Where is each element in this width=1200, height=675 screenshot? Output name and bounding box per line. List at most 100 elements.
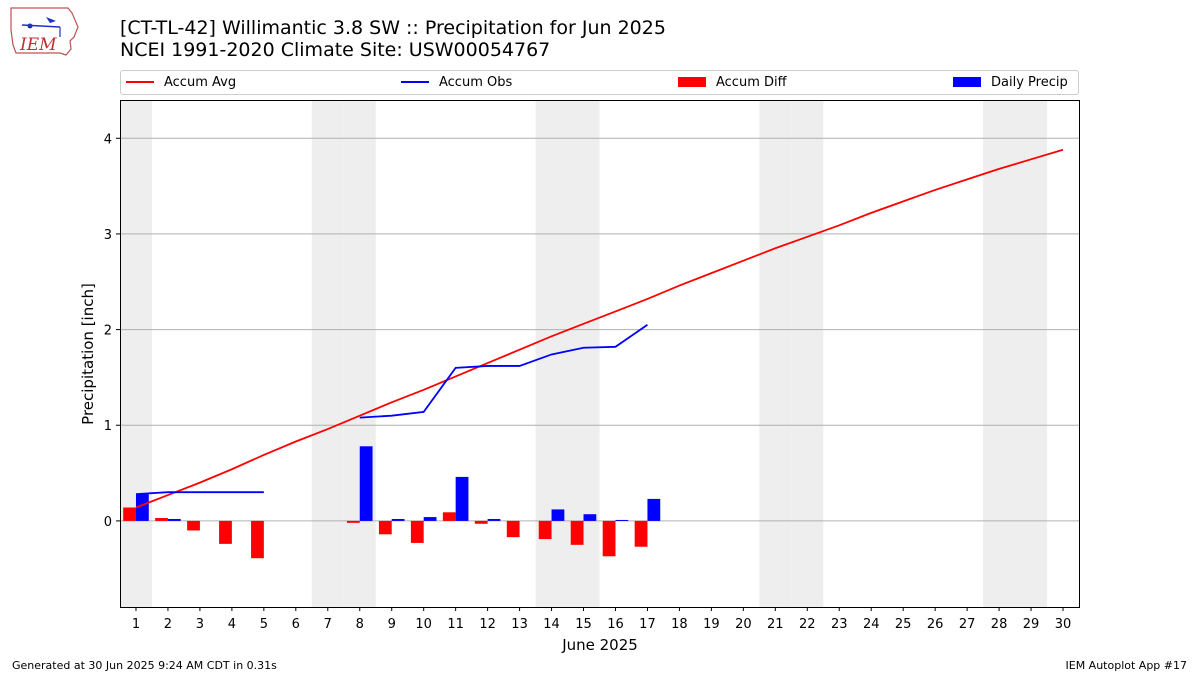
chart-subtitle: NCEI 1991-2020 Climate Site: USW00054767 — [120, 39, 551, 61]
accum-diff-bar-8 — [346, 520, 360, 523]
bars — [123, 446, 661, 559]
weekend-shading — [120, 100, 1048, 607]
daily-precip-bar-8 — [359, 446, 373, 521]
chart-legend: Accum Avg Accum Obs Accum Diff Daily Pre… — [120, 70, 1079, 95]
legend-label: Accum Obs — [439, 75, 513, 90]
x-tick-label: 25 — [895, 617, 912, 632]
x-tick-label: 30 — [1055, 617, 1072, 632]
weekend-shade-day-14 — [535, 100, 568, 607]
x-tick-label: 3 — [196, 617, 204, 632]
y-tick-label: 0 — [104, 515, 112, 530]
accum-obs-line-segment-0 — [135, 491, 264, 496]
x-tick-label: 19 — [703, 617, 720, 632]
daily-precip-bar-15 — [583, 514, 597, 521]
accum-diff-bar-5 — [251, 520, 264, 559]
daily-precip-bar-12 — [487, 518, 501, 521]
daily-precip-bar-1 — [135, 494, 149, 521]
weekend-shade-day-8 — [343, 100, 376, 607]
y-tick-label: 3 — [104, 228, 112, 243]
weekend-shade-day-22 — [791, 100, 824, 607]
accum-diff-bar-15 — [570, 520, 584, 545]
daily-precip-bar-11 — [455, 476, 469, 521]
daily-precip-bar-17 — [647, 498, 661, 521]
accum-diff-bar-16 — [602, 520, 616, 557]
iem-logo: IEM — [10, 7, 79, 56]
accum-diff-bar-4 — [219, 520, 232, 544]
y-tick-label: 1 — [104, 419, 112, 434]
x-tick-label: 26 — [927, 617, 944, 632]
x-tick-label: 8 — [356, 617, 364, 632]
x-tick-label: 23 — [831, 617, 848, 632]
accum-diff-bar-13 — [506, 520, 520, 538]
legend-label: Accum Diff — [716, 75, 787, 90]
weekend-shade-day-28 — [983, 100, 1016, 607]
daily-precip-bar-16 — [615, 519, 629, 521]
legend-swatch-accum-diff — [678, 76, 706, 87]
weekend-shade-day-1 — [120, 100, 152, 607]
legend-swatch-daily-precip — [953, 76, 981, 87]
logo-text: IEM — [19, 35, 57, 55]
x-tick-label: 14 — [543, 617, 560, 632]
x-tick-label: 27 — [959, 617, 976, 632]
x-tick-label: 22 — [799, 617, 816, 632]
accum-avg-line-segment-0 — [135, 148, 1064, 509]
legend-swatch-accum-obs — [401, 80, 429, 83]
accum-diff-bar-2 — [155, 518, 168, 521]
accum-obs-line-segment-1 — [359, 324, 648, 419]
x-tick-label: 10 — [415, 617, 432, 632]
y-tick-label: 2 — [104, 324, 112, 339]
x-tick-label: 9 — [388, 617, 396, 632]
x-tick-label: 13 — [511, 617, 528, 632]
y-axis-label: Precipitation [inch] — [79, 283, 97, 425]
x-tick-label: 12 — [479, 617, 496, 632]
x-tick-label: 11 — [447, 617, 464, 632]
plot-frame — [120, 100, 1080, 608]
legend-item-accum-avg: Accum Avg — [126, 74, 236, 92]
x-tick-label: 16 — [607, 617, 624, 632]
daily-precip-bar-2 — [167, 518, 181, 521]
x-tick-label: 5 — [260, 617, 268, 632]
x-tick-label: 18 — [671, 617, 688, 632]
weekend-shade-day-21 — [759, 100, 792, 607]
app-label: IEM Autoplot App #17 — [1065, 659, 1188, 672]
legend-item-accum-diff: Accum Diff — [678, 74, 787, 92]
x-tick-label: 24 — [863, 617, 880, 632]
lines — [135, 148, 1064, 509]
legend-label: Daily Precip — [991, 75, 1068, 90]
accum-diff-bar-3 — [187, 520, 200, 531]
legend-label: Accum Avg — [164, 75, 237, 90]
weekend-shade-day-7 — [311, 100, 344, 607]
x-tick-label: 2 — [164, 617, 172, 632]
weekend-shade-day-29 — [1015, 100, 1048, 607]
legend-swatch-accum-avg — [126, 80, 154, 83]
daily-precip-bar-10 — [423, 517, 437, 521]
x-tick-label: 29 — [1023, 617, 1040, 632]
x-tick-label: 15 — [575, 617, 592, 632]
accum-diff-bar-17 — [634, 520, 648, 547]
accum-diff-bar-11 — [442, 512, 456, 521]
x-tick-label: 6 — [292, 617, 300, 632]
x-tick-label: 20 — [735, 617, 752, 632]
y-tick-label: 4 — [104, 132, 112, 147]
gridlines — [120, 137, 1079, 522]
weekend-shade-day-15 — [567, 100, 600, 607]
x-tick-label: 4 — [228, 617, 236, 632]
legend-item-daily-precip: Daily Precip — [953, 74, 1068, 92]
iowa-state-outline — [10, 7, 79, 56]
x-tick-label: 1 — [132, 617, 140, 632]
x-tick-label: 7 — [324, 617, 332, 632]
accum-diff-bar-1 — [123, 507, 136, 521]
x-axis-label: June 2025 — [561, 636, 638, 654]
daily-precip-bar-14 — [551, 509, 565, 521]
accum-diff-bar-9 — [378, 520, 392, 535]
x-tick-label: 17 — [639, 617, 656, 632]
legend-item-accum-obs: Accum Obs — [401, 74, 512, 92]
chart-title: [CT-TL-42] Willimantic 3.8 SW :: Precipi… — [120, 17, 666, 39]
generated-timestamp: Generated at 30 Jun 2025 9:24 AM CDT in … — [12, 659, 277, 672]
accum-diff-bar-12 — [474, 520, 488, 524]
accum-diff-bar-14 — [538, 520, 552, 540]
x-tick-label: 21 — [767, 617, 784, 632]
daily-precip-bar-9 — [391, 518, 405, 521]
